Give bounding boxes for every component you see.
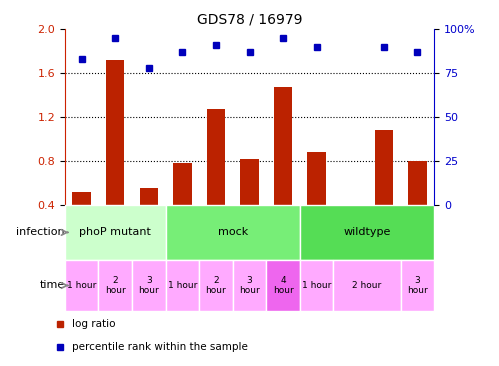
Bar <box>98 260 132 311</box>
Text: 3
hour: 3 hour <box>138 276 159 295</box>
Bar <box>333 260 401 311</box>
Text: 3
hour: 3 hour <box>407 276 428 295</box>
Text: 2
hour: 2 hour <box>105 276 126 295</box>
Bar <box>300 260 333 311</box>
Bar <box>173 163 192 205</box>
Text: log ratio: log ratio <box>72 320 116 329</box>
Text: infection: infection <box>16 227 65 238</box>
Text: phoP mutant: phoP mutant <box>79 227 151 238</box>
Text: time: time <box>39 280 65 291</box>
Bar <box>266 260 300 311</box>
Bar <box>166 205 300 260</box>
Text: 1 hour: 1 hour <box>67 281 96 290</box>
Bar <box>401 260 434 311</box>
Text: 1 hour: 1 hour <box>168 281 197 290</box>
Bar <box>140 188 158 205</box>
Text: percentile rank within the sample: percentile rank within the sample <box>72 342 248 352</box>
Bar <box>408 161 427 205</box>
Text: wildtype: wildtype <box>343 227 391 238</box>
Bar <box>274 87 292 205</box>
Text: 1 hour: 1 hour <box>302 281 331 290</box>
Bar <box>307 152 326 205</box>
Bar <box>233 260 266 311</box>
Bar <box>199 260 233 311</box>
Title: GDS78 / 16979: GDS78 / 16979 <box>197 13 302 27</box>
Bar <box>300 205 434 260</box>
Bar <box>240 159 258 205</box>
Bar <box>132 260 166 311</box>
Bar <box>65 260 98 311</box>
Bar <box>106 60 124 205</box>
Text: mock: mock <box>218 227 248 238</box>
Text: 2 hour: 2 hour <box>352 281 382 290</box>
Bar <box>72 192 91 205</box>
Bar <box>65 205 166 260</box>
Bar <box>166 260 199 311</box>
Text: 2
hour: 2 hour <box>206 276 227 295</box>
Text: 4
hour: 4 hour <box>272 276 293 295</box>
Text: 3
hour: 3 hour <box>239 276 260 295</box>
Bar <box>207 109 225 205</box>
Bar <box>375 130 393 205</box>
